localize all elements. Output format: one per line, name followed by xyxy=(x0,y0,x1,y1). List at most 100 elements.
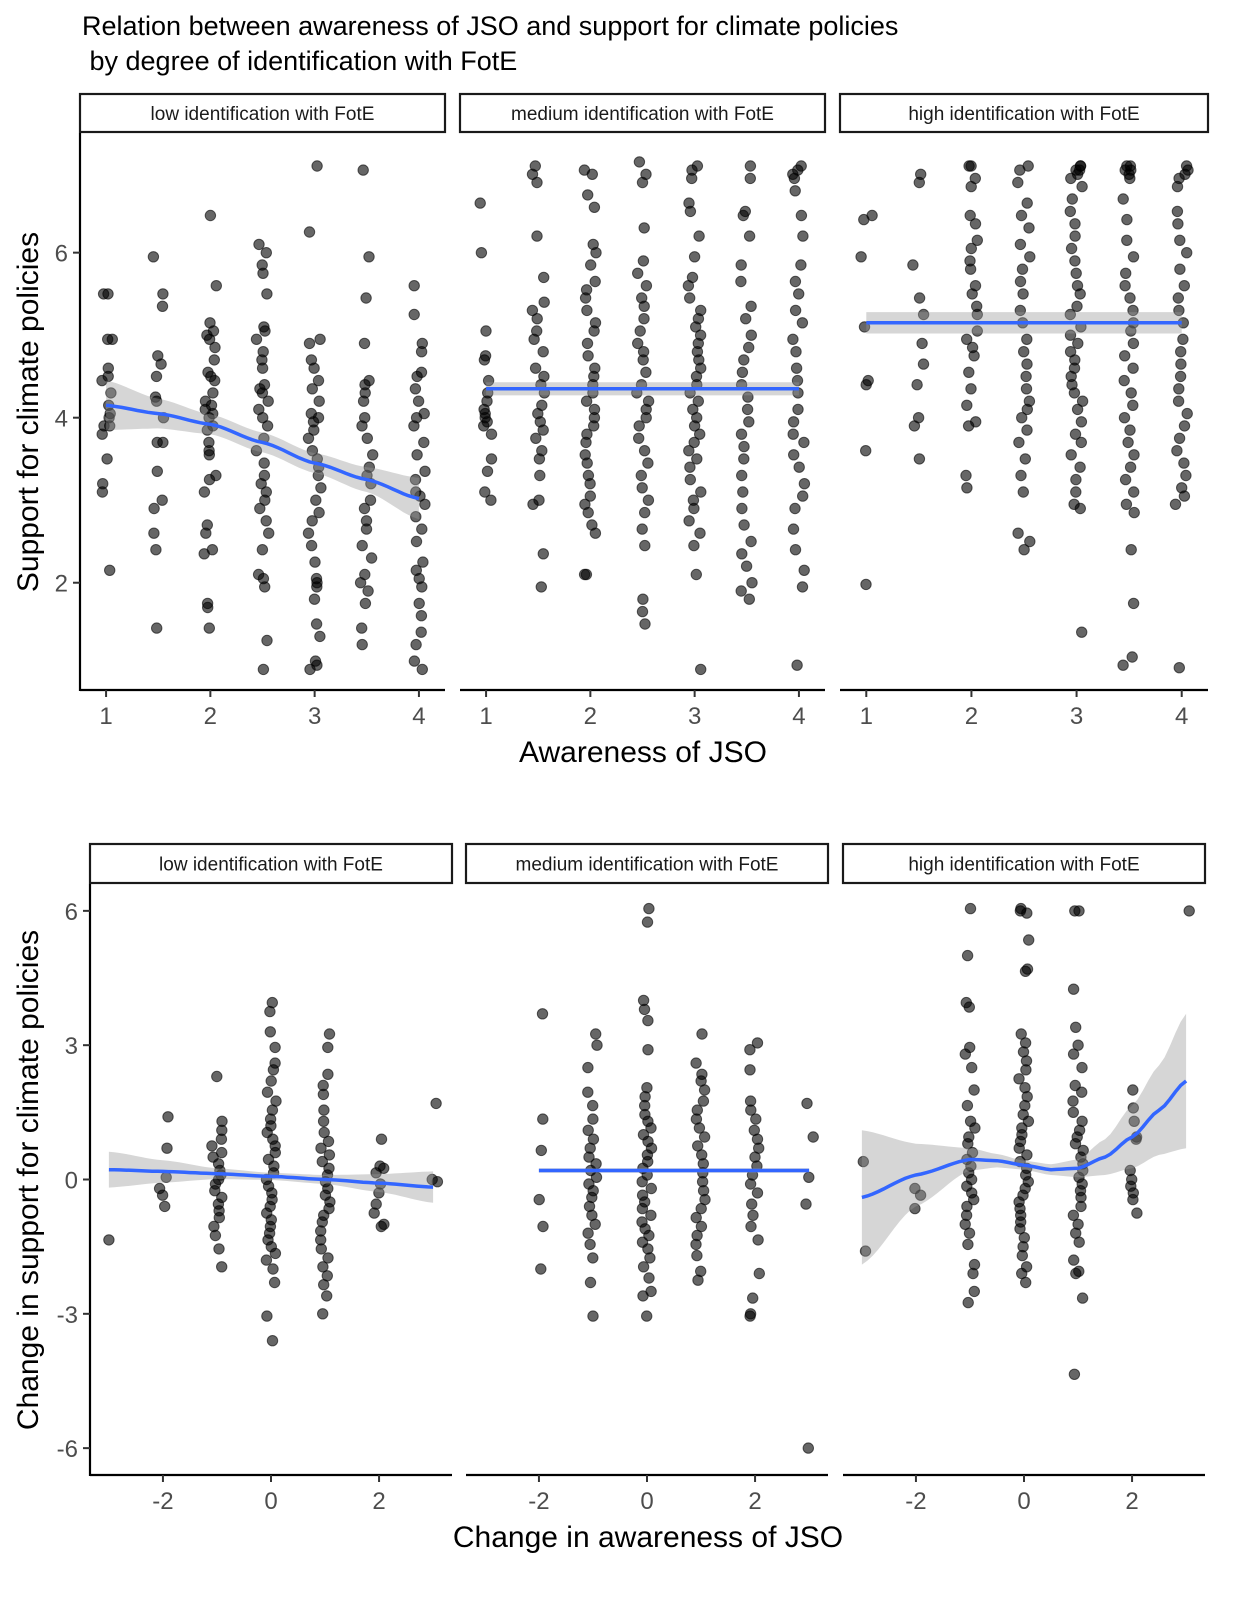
data-point xyxy=(692,395,704,407)
data-point xyxy=(1118,374,1130,387)
data-point xyxy=(695,1220,708,1233)
data-point xyxy=(1127,251,1140,263)
data-point xyxy=(103,1234,115,1246)
data-point xyxy=(1064,205,1077,218)
data-point xyxy=(587,1099,599,1112)
data-point xyxy=(589,275,601,288)
data-point xyxy=(1173,662,1186,674)
data-point xyxy=(693,230,705,242)
data-point xyxy=(267,1263,279,1275)
data-point xyxy=(584,1276,597,1289)
data-point xyxy=(256,387,269,399)
data-point xyxy=(857,1155,869,1168)
data-point xyxy=(268,1276,281,1289)
data-point xyxy=(1127,1084,1139,1096)
data-point xyxy=(745,1104,757,1116)
data-point xyxy=(1019,965,1032,977)
data-point xyxy=(209,341,221,354)
data-point xyxy=(250,333,263,345)
data-point xyxy=(357,164,369,176)
facet-strip xyxy=(458,92,827,134)
data-point xyxy=(642,1014,654,1027)
data-point xyxy=(314,630,326,643)
data-point xyxy=(1076,395,1089,407)
data-point xyxy=(1065,449,1077,461)
data-point xyxy=(533,1193,545,1206)
data-point xyxy=(684,292,696,304)
data-point xyxy=(971,325,983,337)
data-point xyxy=(1178,420,1191,432)
data-point xyxy=(744,1044,756,1056)
data-point xyxy=(104,420,116,432)
data-point xyxy=(417,556,429,568)
x-tick-label: 1 xyxy=(99,703,112,730)
data-point xyxy=(410,535,423,548)
data-point xyxy=(482,374,495,387)
data-point xyxy=(150,544,162,556)
data-point xyxy=(688,436,700,449)
data-point xyxy=(642,494,655,506)
data-point xyxy=(312,374,325,387)
data-point xyxy=(745,535,757,548)
y-tick-label: -6 xyxy=(57,1436,78,1463)
data-point xyxy=(1014,304,1026,317)
data-point xyxy=(309,556,321,568)
data-point xyxy=(1127,399,1139,411)
data-point xyxy=(310,618,323,630)
data-point xyxy=(409,383,422,395)
data-point xyxy=(741,403,754,416)
data-point xyxy=(636,482,648,494)
data-point xyxy=(96,428,108,440)
data-point xyxy=(1169,498,1182,510)
data-point xyxy=(913,453,926,465)
data-point xyxy=(304,663,316,676)
data-point xyxy=(640,366,652,378)
data-point xyxy=(917,358,930,370)
data-point xyxy=(636,523,648,535)
facet-strip xyxy=(841,842,1207,885)
data-point xyxy=(259,325,271,337)
data-point xyxy=(311,160,323,172)
data-point xyxy=(632,267,644,279)
data-point xyxy=(1075,1200,1087,1213)
data-point xyxy=(963,1227,976,1239)
data-point xyxy=(584,490,596,502)
data-point xyxy=(151,622,163,634)
data-point xyxy=(697,1095,710,1107)
data-point xyxy=(1183,905,1195,917)
data-point xyxy=(1069,905,1081,917)
data-point xyxy=(1119,280,1131,292)
data-point xyxy=(1071,300,1083,312)
data-point xyxy=(430,1097,442,1110)
data-point xyxy=(1127,1193,1139,1206)
data-point xyxy=(485,494,497,506)
data-point xyxy=(96,374,108,387)
data-point xyxy=(1178,280,1191,292)
data-point xyxy=(161,1142,173,1154)
data-point xyxy=(638,445,651,457)
data-point xyxy=(1127,362,1139,374)
data-point xyxy=(690,1211,702,1224)
data-point xyxy=(535,581,547,593)
data-point xyxy=(747,1292,759,1304)
data-point xyxy=(690,568,702,581)
data-point xyxy=(106,333,119,345)
data-point xyxy=(375,1133,388,1145)
data-point xyxy=(1069,230,1081,242)
data-point xyxy=(1181,247,1193,259)
data-point xyxy=(308,362,320,374)
data-point xyxy=(1121,234,1133,247)
y-tick-label: -3 xyxy=(57,1302,78,1329)
data-point xyxy=(684,461,696,473)
data-point xyxy=(409,473,422,486)
data-point xyxy=(475,247,488,259)
data-point xyxy=(150,395,163,407)
data-point xyxy=(408,420,420,432)
data-point xyxy=(302,432,315,444)
data-point xyxy=(585,259,597,271)
data-point xyxy=(1070,473,1082,486)
data-point xyxy=(789,185,801,197)
data-point xyxy=(961,399,973,411)
data-point xyxy=(531,230,543,242)
data-point xyxy=(743,416,755,428)
